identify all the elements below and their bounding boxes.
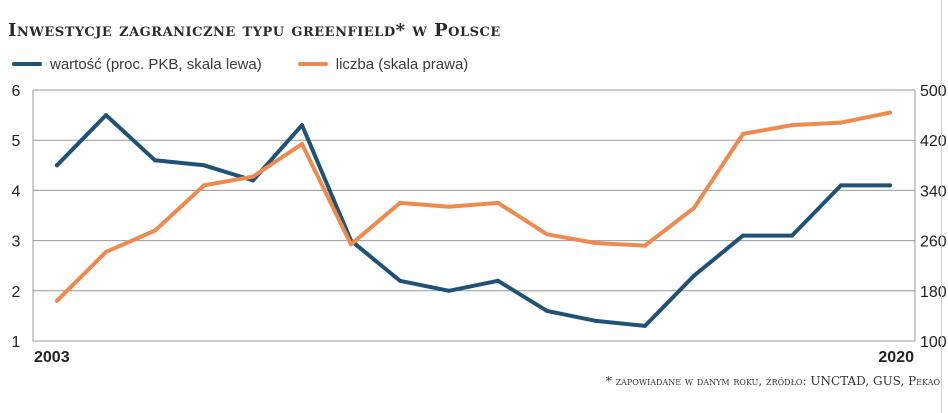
- y-right-tick-label: 260: [920, 234, 947, 251]
- y-left-tick-label: 6: [12, 83, 21, 100]
- data-point-count: [839, 120, 843, 125]
- chart-title: Inwestycje zagraniczne typu greenfield* …: [8, 20, 501, 41]
- data-point-count: [888, 110, 892, 115]
- series-line-count: [55, 110, 892, 303]
- x-tick-label: 2003: [34, 349, 70, 366]
- data-point-count: [202, 183, 206, 188]
- data-point-value: [692, 273, 696, 278]
- y-left-tick-label: 3: [12, 234, 21, 251]
- data-point-count: [349, 242, 353, 247]
- y-right-tick-label: 500: [920, 83, 947, 100]
- footnote: * zapowiadane w danym roku, źródło: UNCT…: [605, 374, 940, 388]
- data-point-value: [202, 163, 206, 168]
- y-left-tick-label: 1: [12, 334, 21, 351]
- legend-item-count: liczba (skala prawa): [297, 55, 469, 73]
- data-point-count: [692, 206, 696, 210]
- data-point-count: [741, 131, 745, 136]
- y-left-tick-label: 5: [12, 133, 21, 150]
- legend-label-value: wartość (proc. PKB, skala lewa): [50, 55, 262, 73]
- legend-swatch-value: [12, 62, 42, 66]
- data-point-value: [741, 233, 745, 238]
- data-point-value: [104, 113, 108, 118]
- data-point-value: [839, 183, 843, 188]
- data-point-value: [447, 288, 451, 293]
- data-point-value: [888, 183, 892, 188]
- data-point-value: [496, 278, 500, 283]
- legend-swatch-count: [297, 62, 328, 66]
- data-point-count: [594, 241, 598, 246]
- data-point-count: [545, 232, 549, 237]
- data-point-value: [545, 308, 549, 313]
- data-point-count: [790, 123, 794, 128]
- data-point-count: [251, 174, 255, 179]
- data-point-count: [153, 228, 157, 233]
- legend-item-value: wartość (proc. PKB, skala lewa): [12, 56, 262, 73]
- x-tick-label: 2020: [878, 349, 914, 366]
- y-left-tick-label: 2: [12, 284, 21, 301]
- data-point-count: [300, 142, 304, 146]
- data-point-value: [398, 278, 402, 283]
- legend: wartość (proc. PKB, skala lewa) liczba (…: [12, 52, 504, 76]
- y-right-tick-label: 420: [920, 133, 947, 150]
- frame-border: [941, 0, 942, 413]
- data-point-value: [251, 178, 255, 183]
- y-right-tick-label: 100: [920, 334, 947, 351]
- data-point-count: [55, 298, 59, 303]
- data-point-value: [55, 163, 59, 168]
- data-point-count: [496, 200, 500, 205]
- data-point-count: [447, 204, 451, 209]
- data-point-value: [790, 233, 794, 238]
- data-point-value: [594, 318, 598, 323]
- data-point-value: [153, 158, 157, 163]
- data-point-count: [643, 243, 647, 248]
- series-line-value: [55, 113, 892, 328]
- y-left-tick-label: 4: [12, 183, 21, 200]
- data-point-value: [300, 123, 304, 128]
- legend-label-count: liczba (skala prawa): [335, 55, 469, 73]
- y-right-tick-label: 180: [920, 284, 947, 301]
- data-point-count: [398, 200, 402, 205]
- data-point-value: [643, 323, 647, 328]
- y-right-tick-label: 340: [920, 183, 947, 200]
- data-point-count: [104, 249, 108, 254]
